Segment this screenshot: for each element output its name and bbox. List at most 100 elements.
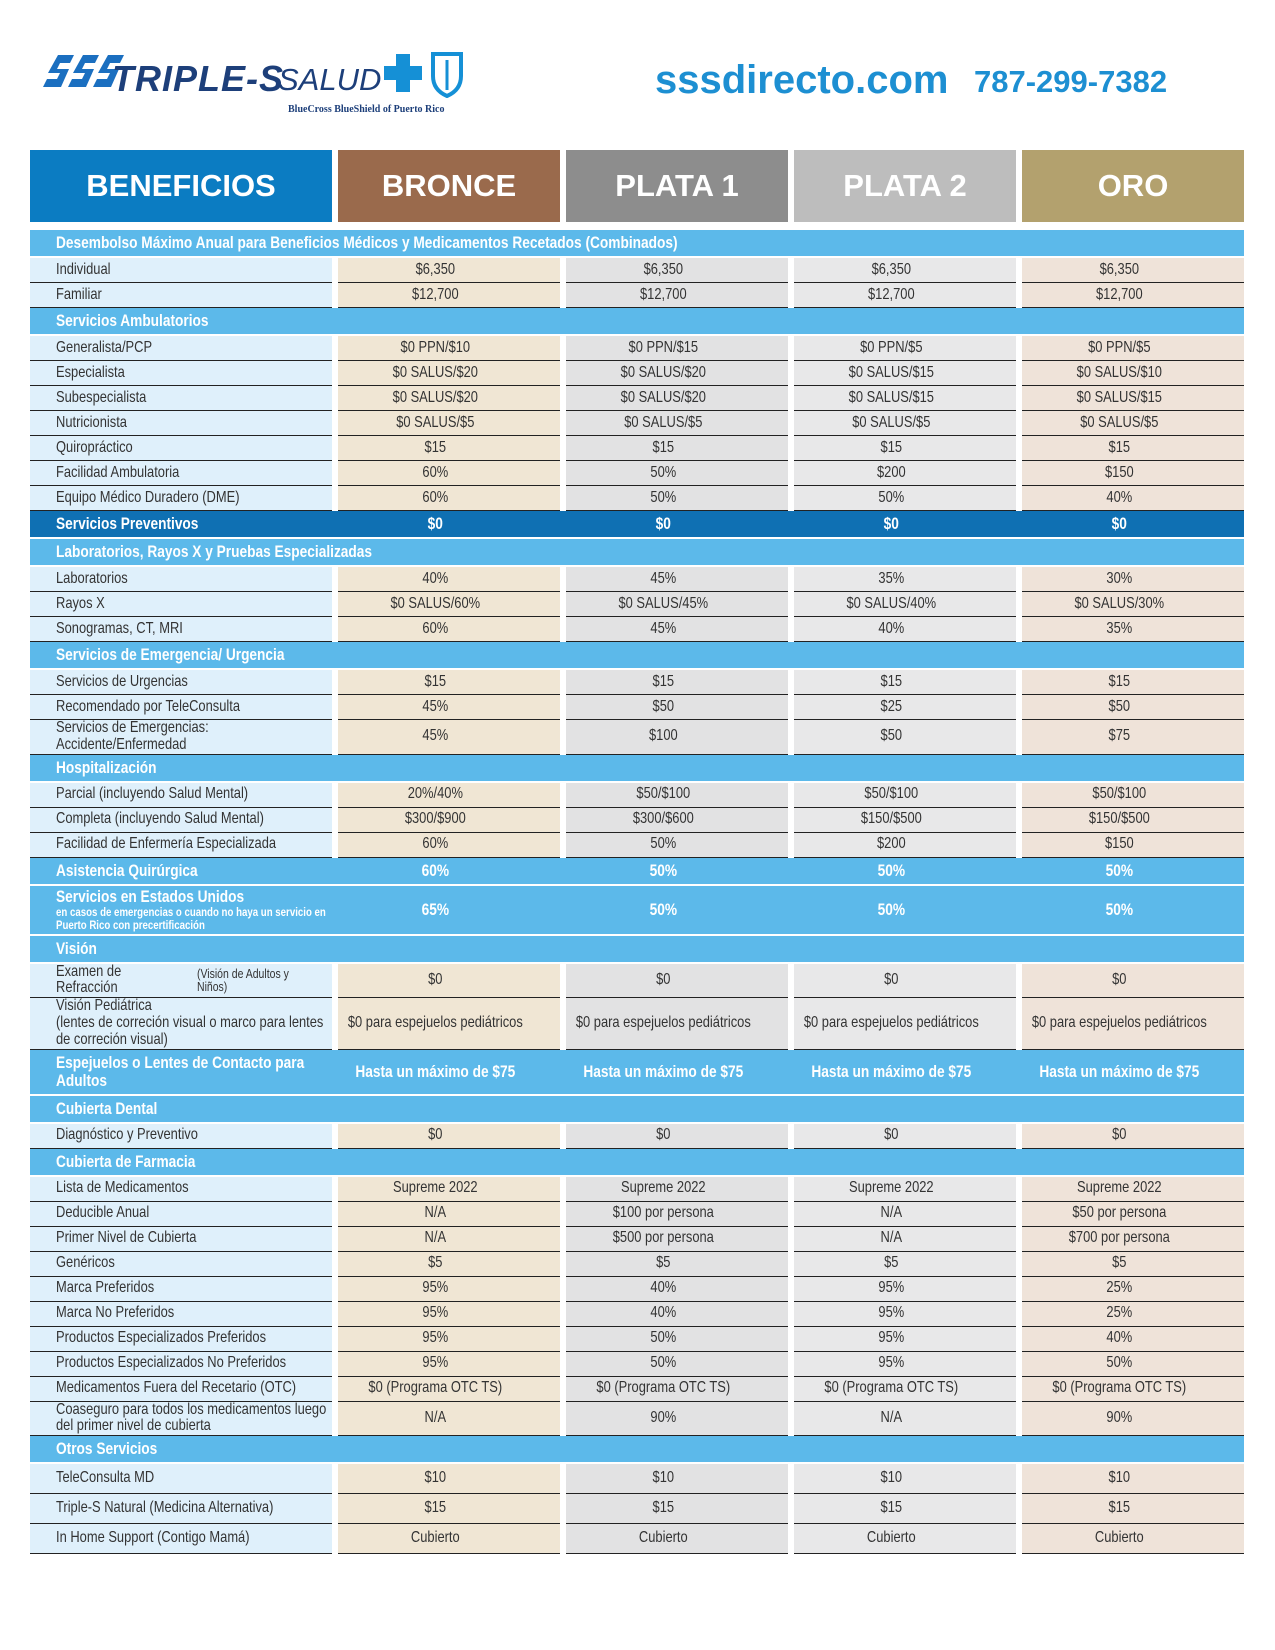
benefit-value: 25% (1106, 1304, 1133, 1322)
benefit-value: $50/$100 (636, 785, 691, 803)
benefit-value: Supreme 2022 (621, 1179, 706, 1197)
benefit-value-cell: $0 PPN/$15 (566, 336, 788, 361)
benefit-value: 50% (650, 463, 677, 481)
benefit-value: $0 PPN/$5 (860, 338, 923, 356)
benefit-value: $300/$900 (405, 810, 467, 828)
benefit-value: N/A (880, 1408, 903, 1426)
benefit-value: 90% (650, 1408, 677, 1426)
benefit-label-cell: Servicios de Urgencias (30, 670, 332, 695)
benefit-label: Facilidad de Enfermería Especializada (56, 835, 277, 853)
benefit-label-cell: Primer Nivel de Cubierta (30, 1226, 332, 1252)
section-title: Espejuelos o Lentes de Contacto para Adu… (56, 1052, 305, 1090)
benefit-value-cell: 60% (338, 617, 560, 642)
benefit-label-cell: Parcial (incluyendo Salud Mental) (30, 782, 332, 808)
benefit-value-cell: 95% (338, 1276, 560, 1302)
benefit-value-cell: $6,350 (338, 258, 560, 283)
benefit-value: $150 (1105, 835, 1135, 853)
benefit-value-cell: $25 (794, 695, 1016, 720)
benefit-row: Productos Especializados Preferidos 95% 50… (30, 1326, 1244, 1352)
benefit-value-cell: $200 (794, 461, 1016, 486)
benefit-value: 40% (650, 1279, 677, 1297)
benefit-value-cell: $15 (1022, 1494, 1244, 1525)
benefit-value-cell: $0 para espejuelos pediátricos (794, 998, 1016, 1050)
benefit-value: $0 SALUS/$15 (849, 363, 935, 381)
section-title-cell: Hospitalización (30, 755, 1244, 781)
benefit-value: Supreme 2022 (1077, 1179, 1162, 1197)
benefit-value-cell: $0 (Programa OTC TS) (794, 1376, 1016, 1402)
benefit-value: 95% (422, 1304, 449, 1322)
section-value: 50% (877, 899, 906, 919)
benefit-value-cell: $15 (794, 670, 1016, 695)
benefit-value-cell: 45% (338, 695, 560, 720)
benefit-value: Supreme 2022 (849, 1179, 934, 1197)
benefit-value: $0 SALUS/$5 (1080, 413, 1159, 431)
benefit-label-cell: Laboratorios (30, 567, 332, 592)
benefit-value: $0 SALUS/$5 (624, 413, 703, 431)
benefit-value-cell: $500 por persona (566, 1226, 788, 1252)
benefit-value: 60% (422, 488, 449, 506)
benefit-value-cell: $150 (1022, 461, 1244, 486)
benefit-value-cell: $0 SALUS/$20 (338, 361, 560, 386)
benefit-value-cell: 40% (1022, 1326, 1244, 1352)
benefit-value-cell: $0 (Programa OTC TS) (1022, 1376, 1244, 1402)
section-title-cell: Espejuelos o Lentes de Contacto para Adu… (30, 1050, 332, 1094)
benefit-value-cell: $12,700 (566, 283, 788, 308)
benefit-value: 45% (650, 569, 677, 587)
benefit-label: In Home Support (Contigo Mamá) (56, 1529, 250, 1547)
column-header: ORO (1022, 150, 1244, 222)
benefit-value-cell: 95% (794, 1301, 1016, 1327)
benefit-value: $5 (656, 1254, 671, 1272)
benefit-value: $15 (424, 672, 447, 690)
phone[interactable]: 787-299-7382 (974, 64, 1168, 99)
benefit-label: Especialista (56, 363, 125, 381)
benefit-row: Servicios de Emergencias: Accidente/Enfe… (30, 719, 1244, 755)
benefit-value-cell: 90% (566, 1401, 788, 1437)
benefit-value-cell: $0 SALUS/$5 (566, 411, 788, 436)
benefit-row: Quiropráctico $15 $15 $15 $15 (30, 436, 1244, 461)
section-row: Otros Servicios (30, 1436, 1244, 1465)
benefit-value-cell: 95% (794, 1326, 1016, 1352)
section-value: Hasta un máximo de $75 (583, 1061, 744, 1081)
benefit-row: Triple-S Natural (Medicina Alternativa) $… (30, 1494, 1244, 1525)
benefit-value: $15 (880, 438, 903, 456)
benefit-row: Facilidad de Enfermería Especializada 60%… (30, 832, 1244, 858)
benefit-label: Diagnóstico y Preventivo (56, 1126, 198, 1144)
benefit-value: 40% (1106, 1329, 1133, 1347)
benefit-value-cell: $200 (794, 832, 1016, 858)
benefit-row: In Home Support (Contigo Mamá) Cubierto Cu… (30, 1524, 1244, 1555)
benefit-value: $100 por persona (613, 1204, 715, 1222)
benefit-row: Deducible Anual N/A $100 por persona N/A $50… (30, 1201, 1244, 1227)
benefit-value: $25 (880, 697, 903, 715)
benefit-value-cell: $15 (338, 436, 560, 461)
benefit-value: $0 SALUS/$20 (393, 363, 479, 381)
benefit-value: $0 (1112, 1126, 1127, 1144)
benefit-value: 50% (650, 1329, 677, 1347)
benefit-value-cell: 95% (794, 1351, 1016, 1377)
benefit-value: $12,700 (640, 285, 687, 303)
benefit-value: 45% (422, 727, 449, 745)
benefit-label-cell: Individual (30, 258, 332, 283)
benefit-value: $6,350 (1099, 260, 1140, 278)
benefit-value: $10 (1108, 1469, 1131, 1487)
benefit-value-cell: 40% (566, 1276, 788, 1302)
benefit-value-cell: $5 (338, 1251, 560, 1277)
benefit-value-cell: $0 SALUS/45% (566, 592, 788, 617)
benefit-value: 50% (878, 488, 905, 506)
benefit-label-cell: Examen de Refracción (Visión de Adultos y… (30, 963, 332, 999)
benefit-label-cell: Especialista (30, 361, 332, 386)
benefit-value: $150/$500 (861, 810, 923, 828)
benefit-value-cell: $15 (794, 1494, 1016, 1525)
column-header: BENEFICIOS (30, 150, 332, 222)
benefit-value: 50% (1106, 1354, 1133, 1372)
benefit-value: 45% (650, 619, 677, 637)
benefit-value-cell: 40% (566, 1301, 788, 1327)
benefit-label-cell: Visión Pediátrica (lentes de correción vi… (30, 997, 332, 1050)
benefit-row: TeleConsulta MD $10 $10 $10 $10 (30, 1464, 1244, 1495)
benefit-label: Servicios de Emergencias: Accidente/Enfe… (56, 719, 209, 753)
benefit-row: Medicamentos Fuera del Recetario (OTC) $0… (30, 1376, 1244, 1402)
section-note: en casos de emergencias o cuando no haya… (56, 904, 326, 932)
benefit-value: $0 para espejuelos pediátricos (1032, 1013, 1208, 1031)
benefit-value-cell: 95% (794, 1276, 1016, 1302)
website[interactable]: sssdirecto.com (655, 58, 949, 102)
section-title-cell: Cubierta de Farmacia (30, 1149, 1244, 1175)
